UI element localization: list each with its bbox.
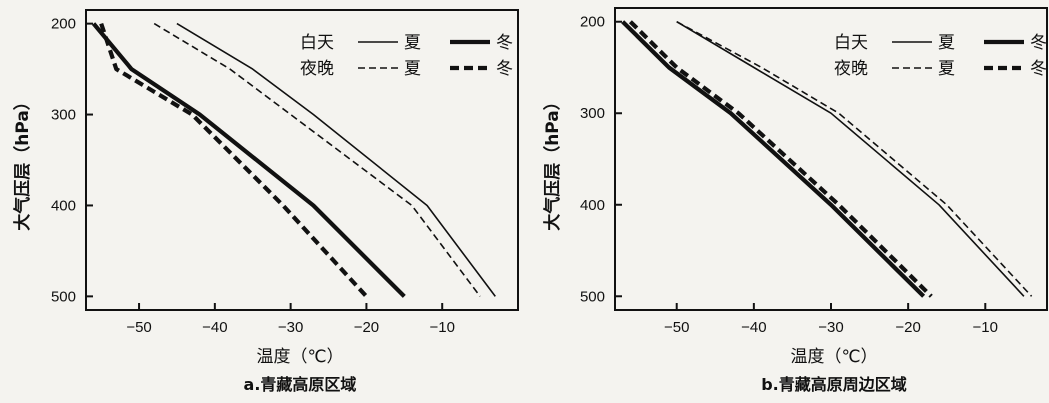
series-line xyxy=(176,22,496,297)
panel-caption: b.青藏高原周边区域 xyxy=(761,375,907,394)
y-axis-label: 大气压层（hPa） xyxy=(12,93,33,231)
legend-row-label: 夜晚 xyxy=(834,59,868,79)
series-line xyxy=(676,20,1033,297)
y-tick-label: 400 xyxy=(580,197,605,214)
series-line xyxy=(621,20,926,298)
series-line xyxy=(99,22,368,298)
x-axis-label: 温度（℃） xyxy=(256,347,343,367)
x-tick-label: −30 xyxy=(278,319,303,336)
legend-row-label: 白天 xyxy=(300,33,334,53)
x-tick-label: −20 xyxy=(895,319,920,336)
x-axis-label: 温度（℃） xyxy=(790,347,877,367)
x-tick-label: −30 xyxy=(818,319,843,336)
legend-col-label: 冬 xyxy=(1030,33,1047,53)
series-line xyxy=(628,20,933,298)
x-tick-label: −20 xyxy=(354,319,379,336)
y-axis-label: 大气压层（hPa） xyxy=(542,93,563,231)
y-tick-label: 500 xyxy=(51,288,76,305)
x-tick-label: −10 xyxy=(973,319,998,336)
series-line xyxy=(91,22,406,298)
chart-panel-b: 200 300 400 500 −50 −40 −30 −20 −10 大气压层（hPa） 温度（℃… xyxy=(542,7,1048,394)
plot-frame xyxy=(85,9,519,311)
legend-col-label: 夏 xyxy=(938,59,955,79)
legend-col-label: 冬 xyxy=(496,59,513,79)
x-tick-label: −50 xyxy=(664,319,689,336)
legend-col-label: 夏 xyxy=(938,33,955,53)
x-tick-label: −40 xyxy=(741,319,766,336)
legend-col-label: 夏 xyxy=(404,59,421,79)
legend-col-label: 冬 xyxy=(1030,59,1047,79)
y-tick-label: 200 xyxy=(580,14,605,31)
x-tick-label: −10 xyxy=(429,319,454,336)
legend: 白天夏冬夜晚夏冬 xyxy=(830,20,1047,79)
x-tick-label: −40 xyxy=(202,319,227,336)
y-tick-label: 400 xyxy=(51,197,76,214)
y-tick-label: 500 xyxy=(580,288,605,305)
panel-caption: a.青藏高原区域 xyxy=(244,375,357,394)
y-tick-label: 300 xyxy=(580,105,605,122)
series-line xyxy=(676,21,1025,297)
legend: 白天夏冬夜晚夏冬 xyxy=(296,20,513,79)
y-tick-label: 300 xyxy=(51,107,76,124)
y-tick-label: 200 xyxy=(51,16,76,33)
legend-row-label: 夜晚 xyxy=(300,59,334,79)
chart-panel-a: 200 300 400 500 −50 −40 −30 −20 −10 大气压层（hPa） 温度（℃… xyxy=(12,9,519,394)
legend-col-label: 夏 xyxy=(404,33,421,53)
x-tick-label: −50 xyxy=(126,319,151,336)
legend-row-label: 白天 xyxy=(834,33,868,53)
series-line xyxy=(153,22,481,297)
legend-col-label: 冬 xyxy=(496,33,513,53)
